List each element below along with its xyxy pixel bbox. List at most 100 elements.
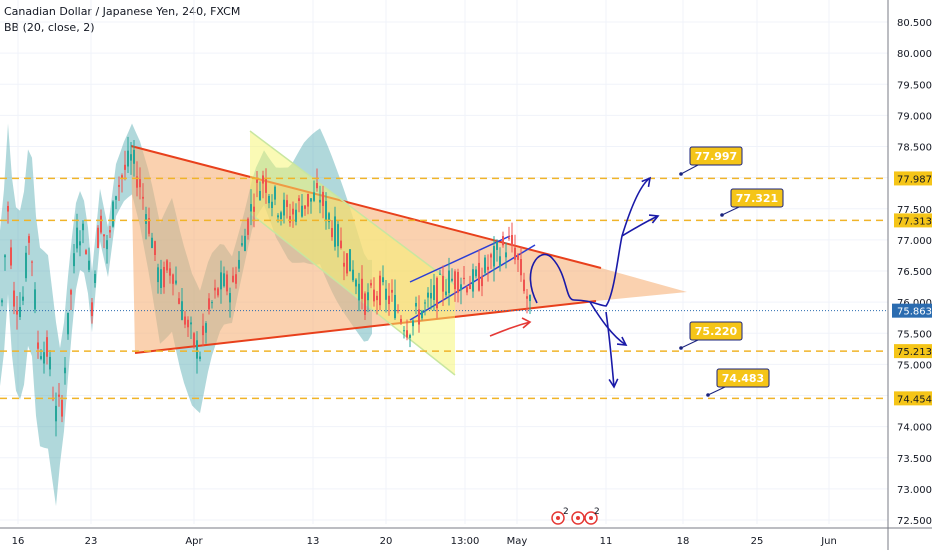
candle-body	[394, 294, 396, 319]
candle-body	[214, 287, 216, 291]
candle-body	[463, 277, 465, 280]
candle-body	[337, 224, 339, 247]
candle-body	[349, 249, 351, 272]
candle-body	[10, 247, 12, 266]
candle-body	[124, 164, 126, 170]
candle-body	[370, 283, 372, 286]
candle-body	[70, 290, 72, 295]
candle-body	[28, 236, 30, 243]
candle-body	[487, 266, 489, 270]
callout-anchor	[706, 393, 710, 397]
event-marker-dot	[576, 516, 580, 520]
candle-body	[376, 295, 378, 301]
candle-body	[364, 293, 366, 315]
candle-body	[433, 285, 435, 301]
candle-body	[34, 289, 36, 310]
candle-body	[346, 253, 348, 274]
candle-body	[361, 278, 363, 299]
candle-body	[64, 367, 66, 374]
candle-body	[529, 294, 531, 302]
candle-body	[103, 234, 105, 237]
current-price-badge	[892, 303, 932, 318]
candle-body	[304, 205, 306, 209]
event-marker-dot	[589, 516, 593, 520]
arrow-head	[641, 176, 652, 188]
candle-body	[193, 333, 195, 346]
time-tick-label: 11	[600, 536, 613, 547]
candle-body	[400, 318, 402, 323]
candle-body	[277, 215, 279, 218]
candle-body	[265, 178, 267, 193]
candle-body	[49, 356, 51, 370]
arrow-head	[648, 214, 660, 224]
candle-body	[301, 205, 303, 217]
price-tick-label: 80.000	[897, 49, 932, 60]
candle-body	[298, 198, 300, 201]
price-tick-label: 80.500	[897, 18, 932, 29]
callout-anchor	[679, 346, 683, 350]
candle-body	[82, 223, 84, 231]
candle-body	[520, 259, 522, 276]
candle-body	[448, 270, 450, 294]
candle-body	[172, 274, 174, 284]
candle-body	[523, 279, 525, 292]
candle-body	[244, 235, 246, 252]
triangle-upper-line	[130, 145, 602, 269]
event-marker-dot	[556, 516, 560, 520]
candle-body	[490, 254, 492, 258]
candle-body	[31, 261, 33, 263]
candle-body	[472, 269, 474, 292]
price-tick-label: 73.500	[897, 454, 932, 465]
candle-body	[493, 246, 495, 267]
candle-body	[322, 191, 324, 206]
candle-body	[256, 179, 258, 183]
candle-body	[13, 290, 15, 307]
candle-body	[94, 273, 96, 284]
candle-body	[331, 228, 333, 238]
candle-body	[475, 269, 477, 277]
candle-body	[358, 283, 360, 301]
candle-body	[118, 184, 120, 187]
time-tick-label: May	[507, 536, 528, 547]
candle-body	[127, 150, 129, 167]
candle-body	[157, 267, 159, 283]
candle-body	[97, 227, 99, 249]
candle-body	[355, 279, 357, 287]
price-tick-label: 79.000	[897, 111, 932, 122]
candle-body	[289, 216, 291, 223]
candle-body	[19, 306, 21, 318]
time-tick-label: Apr	[185, 536, 203, 547]
time-axis[interactable]: 16 23 Apr 13 20 13:00 May 11 18 25 Jun	[0, 527, 932, 547]
candle-body	[88, 260, 90, 270]
candle-body	[199, 356, 201, 359]
time-tick-label: 16	[12, 536, 25, 547]
symbol-title: Canadian Dollar / Japanese Yen, 240, FXC…	[4, 5, 241, 18]
candle-body	[403, 330, 405, 332]
channel-fill	[250, 131, 455, 375]
callout-label: 77.997	[695, 150, 737, 163]
candle-body	[508, 237, 510, 239]
candle-body	[100, 215, 102, 233]
price-tick-label: 77.500	[897, 205, 932, 216]
candle-body	[232, 275, 234, 282]
level-axis-badge	[894, 171, 932, 186]
candle-body	[415, 302, 417, 307]
candle-body	[115, 196, 117, 200]
candle-body	[160, 269, 162, 288]
candle-body	[91, 302, 93, 317]
candle-body	[217, 288, 219, 296]
price-tick-label: 74.000	[897, 423, 932, 434]
candle-body	[373, 289, 375, 302]
price-tick-label: 75.500	[897, 329, 932, 340]
candle-body	[169, 268, 171, 276]
candle-body	[313, 192, 315, 201]
price-axis[interactable]: 77.987 77.313 75.213 74.454 80.500 80.000 79.5…	[887, 0, 932, 550]
candle-body	[76, 227, 78, 249]
candle-body	[142, 196, 144, 199]
projection-path	[589, 301, 627, 346]
candle-body	[421, 310, 423, 319]
candle-body	[268, 195, 270, 204]
candle-body	[202, 325, 204, 336]
candle-body	[406, 330, 408, 338]
